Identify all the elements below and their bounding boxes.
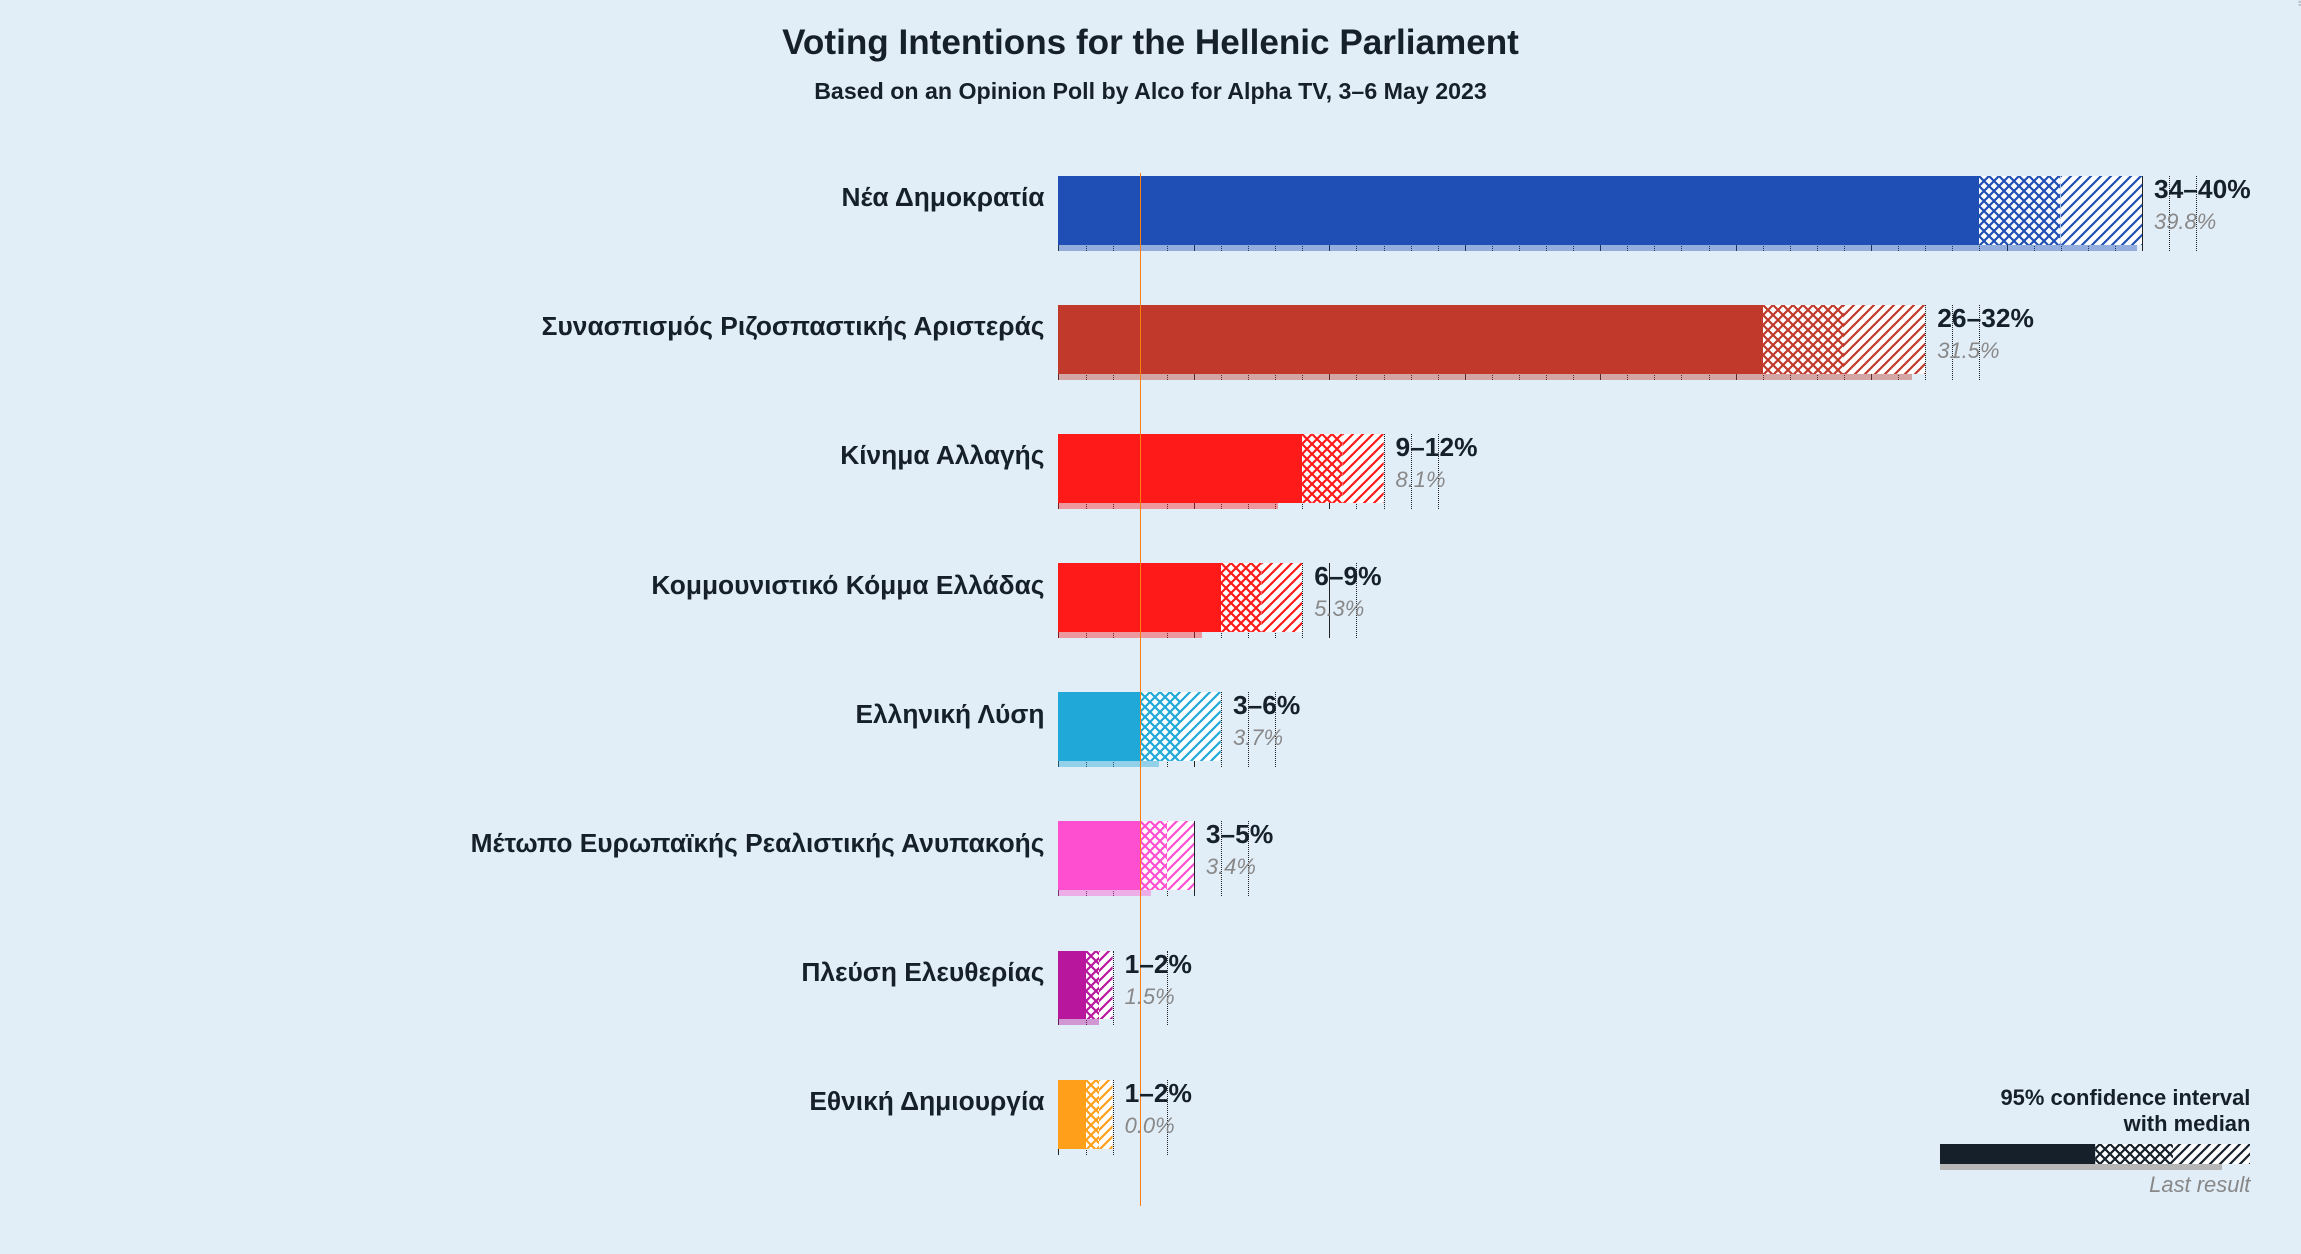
value-range: 34–40% — [2154, 174, 2251, 205]
value-last: 0.0% — [1125, 1113, 1175, 1139]
party-row: Νέα Δημοκρατία34–40%39.8% — [1058, 176, 2250, 245]
bar-crosshatch — [1086, 951, 1100, 1020]
bar-diagonal — [1844, 305, 1925, 374]
bar-crosshatch — [1763, 305, 1844, 374]
party-label: Μέτωπο Ευρωπαϊκής Ρεαλιστικής Ανυπακοής — [471, 828, 1059, 859]
value-range: 1–2% — [1125, 949, 1192, 980]
grid-minor — [1302, 563, 1303, 638]
value-range: 6–9% — [1314, 561, 1381, 592]
bar-crosshatch — [1302, 434, 1343, 503]
bar-diagonal — [1099, 951, 1113, 1020]
party-row: Πλεύση Ελευθερίας1–2%1.5% — [1058, 951, 2250, 1020]
threshold-line — [1140, 818, 1142, 947]
bar-diagonal — [2061, 176, 2142, 245]
party-label: Ελληνική Λύση — [855, 699, 1058, 730]
grid-minor — [1113, 951, 1114, 1026]
grid-minor — [1384, 434, 1385, 509]
party-label: Νέα Δημοκρατία — [841, 182, 1058, 213]
bar-diagonal — [1262, 563, 1303, 632]
bar-crosshatch — [1979, 176, 2060, 245]
bar-diagonal — [1343, 434, 1384, 503]
bar-solid — [1058, 176, 1979, 245]
value-range: 3–6% — [1233, 690, 1300, 721]
party-label: Συνασπισμός Ριζοσπαστικής Αριστεράς — [542, 311, 1059, 342]
grid-minor — [1113, 1080, 1114, 1155]
threshold-line — [1140, 560, 1142, 689]
party-row: Κομμουνιστικό Κόμμα Ελλάδας6–9%5.3% — [1058, 563, 2250, 632]
bar-solid — [1058, 821, 1139, 890]
value-range: 9–12% — [1396, 432, 1478, 463]
value-last: 5.3% — [1314, 596, 1364, 622]
legend: 95% confidence interval with median Last… — [1940, 1085, 2251, 1198]
party-label: Κίνημα Αλλαγής — [840, 440, 1058, 471]
bar-solid — [1058, 305, 1762, 374]
grid-minor — [1925, 305, 1926, 380]
bar-crosshatch — [1140, 821, 1167, 890]
plot-area: Νέα Δημοκρατία34–40%39.8% Συνασπισμός Ρι… — [1058, 176, 2250, 1223]
chart-title: Voting Intentions for the Hellenic Parli… — [0, 23, 2301, 63]
value-last: 3.7% — [1233, 725, 1283, 751]
value-last: 39.8% — [2154, 209, 2216, 235]
party-label: Εθνική Δημιουργία — [809, 1086, 1058, 1117]
party-label: Πλεύση Ελευθερίας — [801, 957, 1058, 988]
party-row: Συνασπισμός Ριζοσπαστικής Αριστεράς26–32… — [1058, 305, 2250, 374]
bar-solid — [1058, 434, 1302, 503]
value-last: 1.5% — [1125, 984, 1175, 1010]
grid-major — [1194, 821, 1195, 896]
bar-crosshatch — [1140, 692, 1181, 761]
bar-diagonal — [1167, 821, 1194, 890]
value-range: 1–2% — [1125, 1078, 1192, 1109]
bar-diagonal — [1180, 692, 1221, 761]
bar-solid — [1058, 692, 1139, 761]
chart-subtitle: Based on an Opinion Poll by Alco for Alp… — [0, 78, 2301, 105]
party-row: Μέτωπο Ευρωπαϊκής Ρεαλιστικής Ανυπακοής3… — [1058, 821, 2250, 890]
legend-title: 95% confidence interval with median — [1940, 1085, 2251, 1138]
bar-crosshatch — [1086, 1080, 1100, 1149]
party-row: Κίνημα Αλλαγής9–12%8.1% — [1058, 434, 2250, 503]
value-last: 31.5% — [1937, 338, 1999, 364]
chart-root: Voting Intentions for the Hellenic Parli… — [0, 0, 2301, 1254]
bar-crosshatch — [1221, 563, 1262, 632]
threshold-line — [1140, 689, 1142, 818]
value-range: 3–5% — [1206, 819, 1273, 850]
threshold-line — [1140, 302, 1142, 431]
bar-solid — [1058, 1080, 1085, 1149]
party-row: Ελληνική Λύση3–6%3.7% — [1058, 692, 2250, 761]
threshold-line — [1140, 173, 1142, 302]
value-range: 26–32% — [1937, 303, 2034, 334]
bar-solid — [1058, 951, 1085, 1020]
legend-swatch — [1940, 1144, 2251, 1164]
copyright-label: © 2023 Filip van Laenen — [2297, 0, 2301, 6]
legend-last-result-label: Last result — [1940, 1172, 2251, 1198]
grid-major — [2142, 176, 2143, 251]
bar-diagonal — [1099, 1080, 1113, 1149]
value-last: 3.4% — [1206, 854, 1256, 880]
threshold-line — [1140, 431, 1142, 560]
grid-minor — [1221, 692, 1222, 767]
value-last: 8.1% — [1396, 467, 1446, 493]
party-label: Κομμουνιστικό Κόμμα Ελλάδας — [651, 570, 1058, 601]
